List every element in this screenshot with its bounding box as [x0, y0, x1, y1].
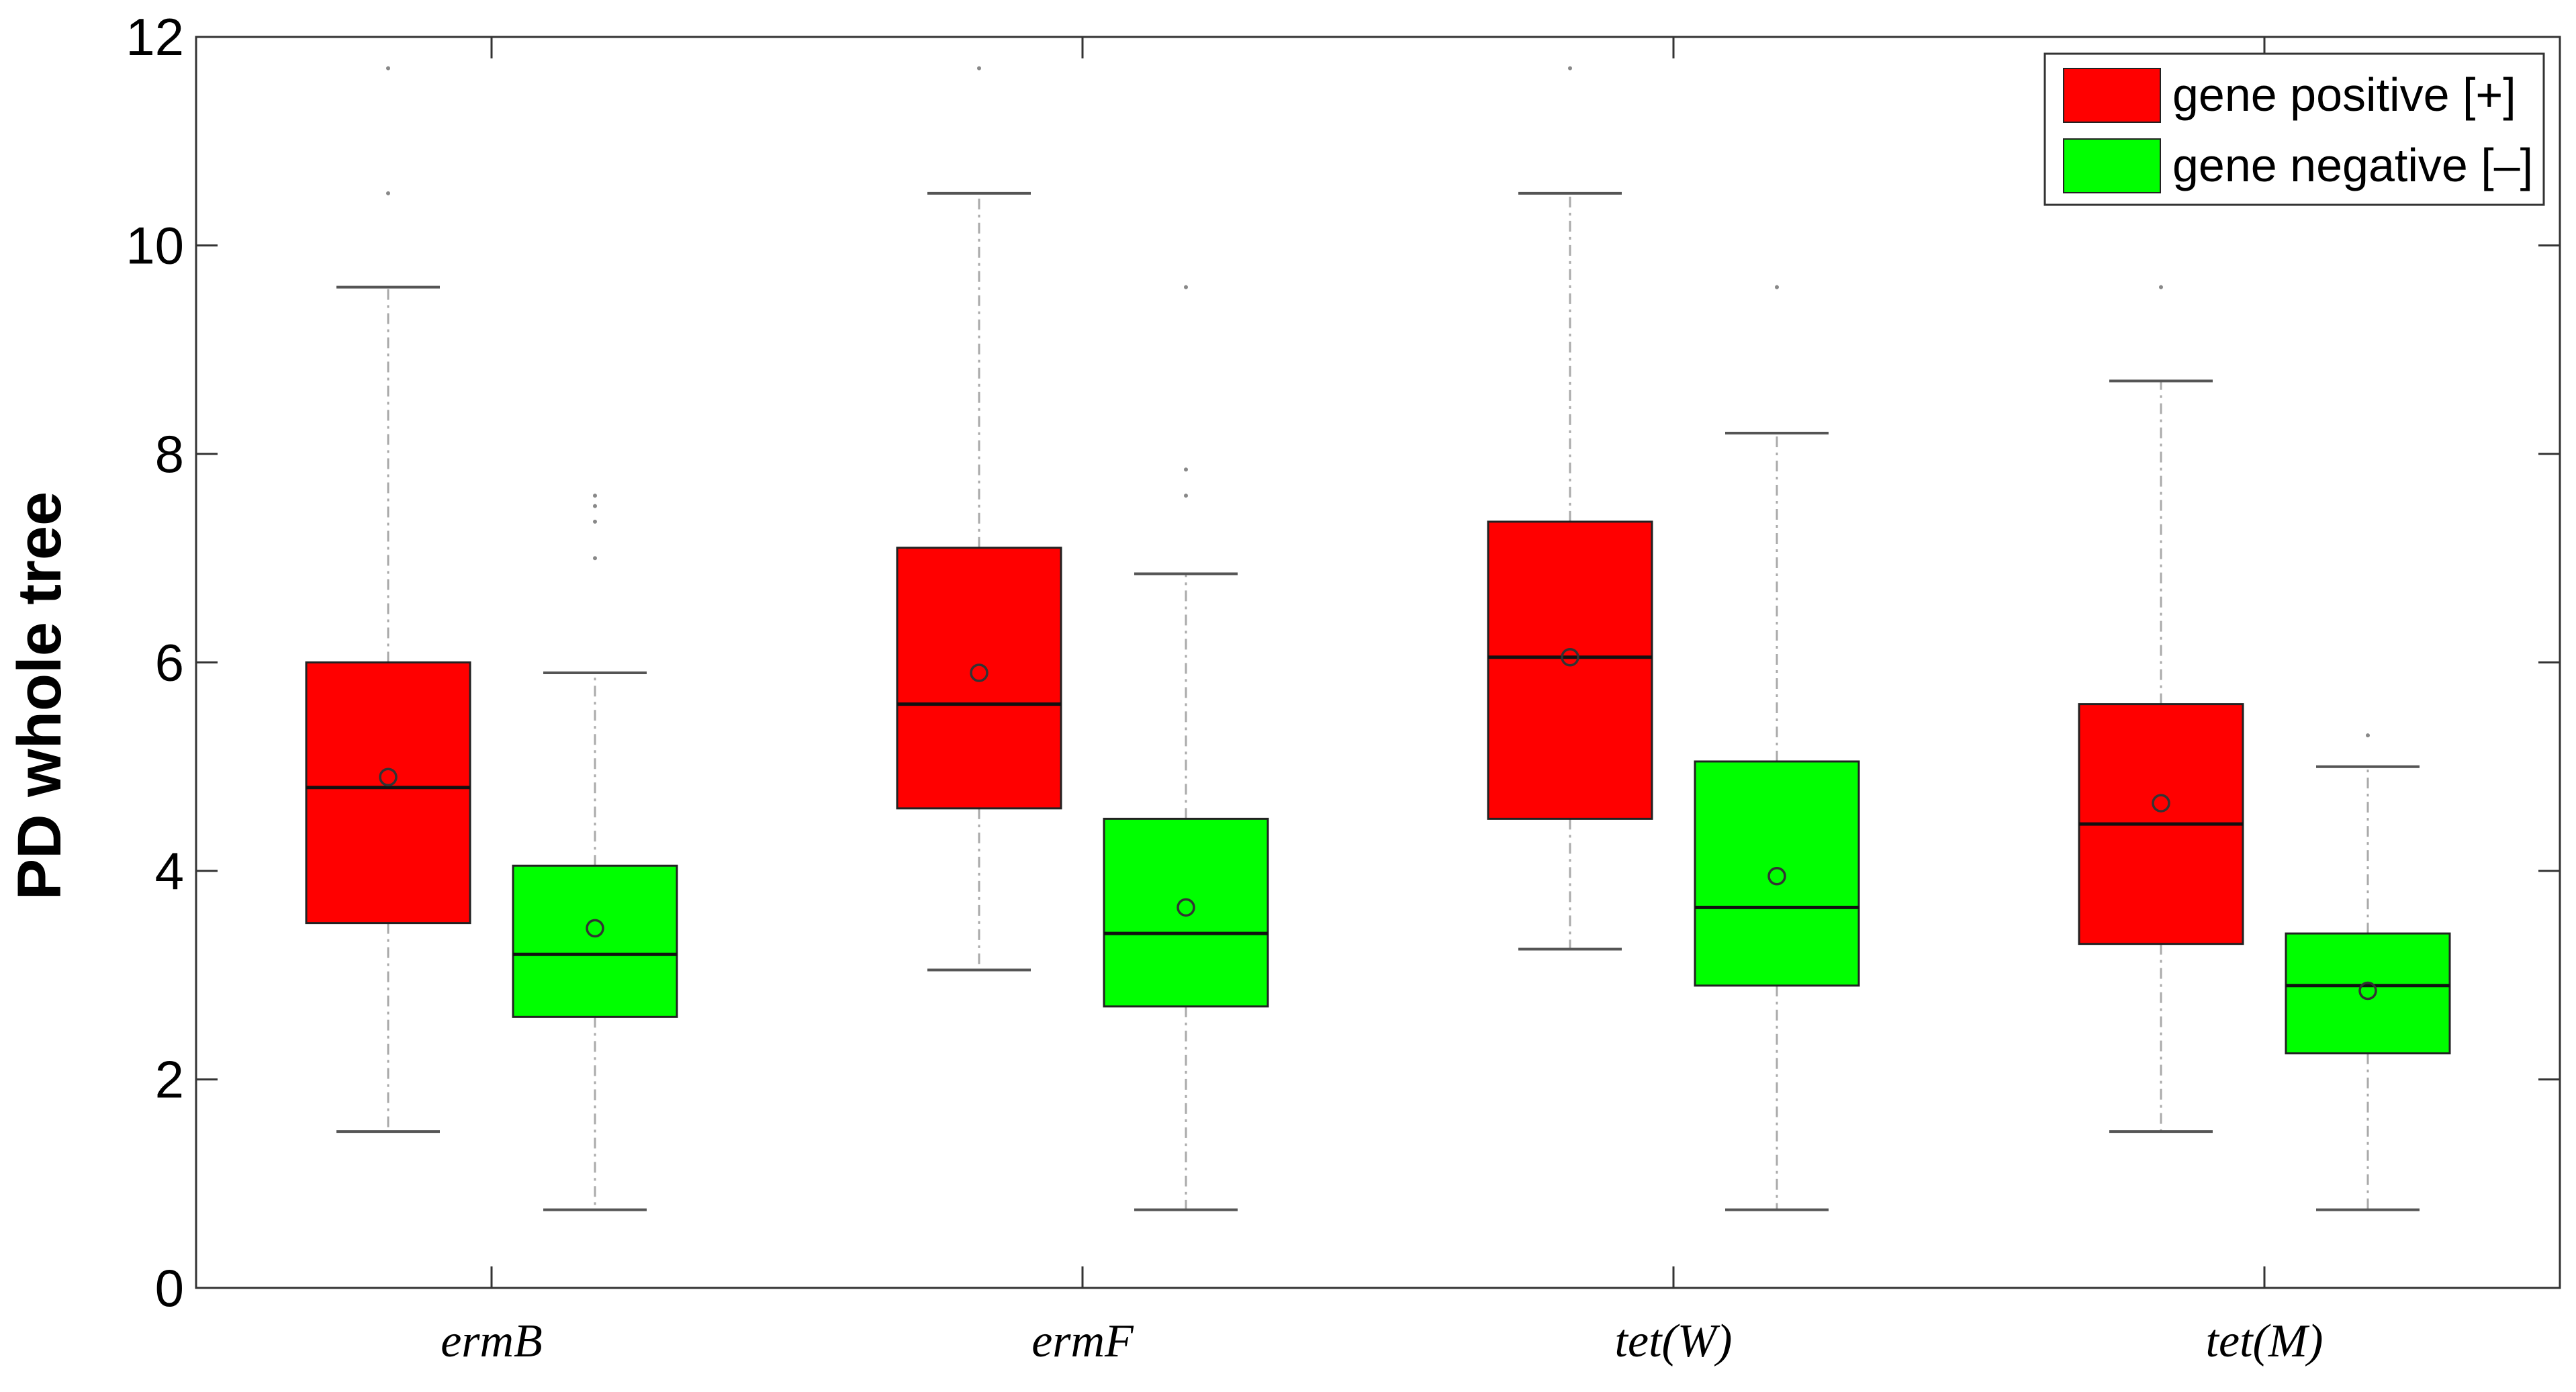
- x-category-label: tet(W): [1615, 1315, 1733, 1367]
- box-iqr: [896, 547, 1062, 810]
- box-1-1: [1103, 285, 1269, 1211]
- outlier-point: [1184, 494, 1188, 498]
- x-category-label: ermF: [1031, 1315, 1134, 1367]
- outlier-point: [593, 504, 597, 508]
- y-axis-label: PD whole tree: [5, 492, 74, 900]
- mean-marker: [970, 663, 988, 682]
- outlier-point: [1568, 66, 1572, 71]
- axes: 0 2 4 6 8 10 12 ermB ermF tet(W) tet(M): [126, 7, 2561, 1367]
- x-category-label: ermB: [441, 1315, 543, 1367]
- outlier-point: [386, 191, 390, 195]
- outlier-point: [1184, 285, 1188, 289]
- box-0-1: [896, 66, 1062, 972]
- box-iqr: [1103, 817, 1269, 1008]
- outlier-point: [386, 66, 390, 71]
- legend-label: gene positive [+]: [2172, 68, 2516, 121]
- outlier-point: [1184, 467, 1188, 472]
- y-tick-label: 4: [155, 841, 184, 900]
- box-iqr: [1694, 760, 1860, 987]
- mean-marker: [2152, 794, 2170, 813]
- box-1-3: [2285, 733, 2451, 1211]
- box-0-3: [2078, 285, 2244, 1133]
- mean-marker: [586, 919, 604, 938]
- box-0-2: [1487, 66, 1653, 951]
- outlier-point: [977, 66, 981, 71]
- y-tick-label: 6: [155, 633, 184, 692]
- outlier-point: [593, 519, 597, 524]
- y-tick-label: 12: [126, 7, 184, 66]
- plot-area: [196, 37, 2560, 1288]
- outlier-point: [2159, 285, 2163, 289]
- mean-marker: [379, 768, 398, 787]
- box-1-2: [1694, 285, 1860, 1211]
- box-iqr: [1487, 520, 1653, 820]
- y-tick-label: 8: [155, 424, 184, 483]
- box-iqr: [305, 661, 471, 925]
- y-tick-label: 2: [155, 1050, 184, 1109]
- mean-marker: [1561, 647, 1579, 667]
- legend-label: gene negative [–]: [2172, 139, 2533, 191]
- plot-background: [196, 37, 2560, 1288]
- box-1-0: [512, 494, 678, 1211]
- mean-marker: [2358, 981, 2377, 1001]
- mean-marker: [1767, 867, 1786, 886]
- outlier-point: [2366, 733, 2370, 738]
- box-iqr: [2285, 932, 2451, 1055]
- box-0-0: [305, 66, 471, 1133]
- outlier-point: [1775, 285, 1779, 289]
- x-category-label: tet(M): [2206, 1315, 2324, 1367]
- legend-swatch: [2063, 68, 2161, 123]
- legend-swatch: [2063, 138, 2161, 193]
- box-iqr: [512, 864, 678, 1018]
- outlier-point: [593, 556, 597, 561]
- mean-marker: [1177, 898, 1195, 917]
- outlier-point: [593, 494, 597, 498]
- y-tick-label: 0: [155, 1258, 184, 1317]
- legend: gene positive [+] gene negative [–]: [2043, 52, 2545, 206]
- y-tick-label: 10: [126, 216, 184, 275]
